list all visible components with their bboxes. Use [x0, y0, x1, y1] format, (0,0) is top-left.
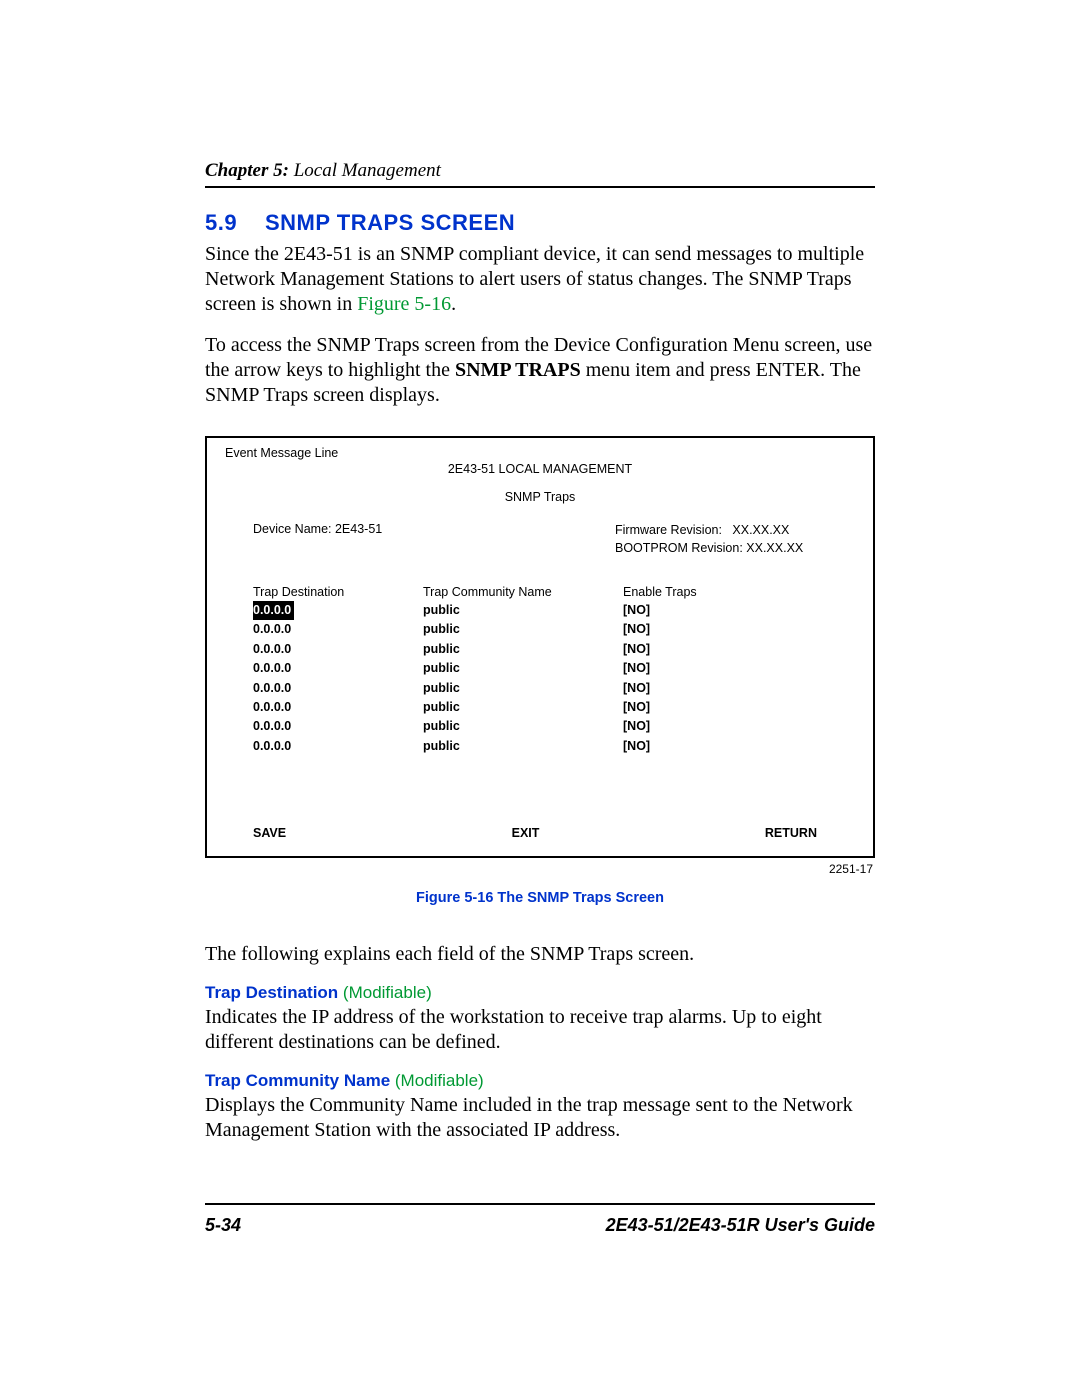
trap-community[interactable]: public [423, 679, 623, 698]
trap-enable[interactable]: [NO] [623, 640, 855, 659]
terminal-screen: Event Message Line 2E43-51 LOCAL MANAGEM… [205, 436, 875, 858]
trap-community[interactable]: public [423, 620, 623, 639]
trap-row: 0.0.0.0public[NO] [225, 679, 855, 698]
trap-destination[interactable]: 0.0.0.0 [253, 717, 423, 736]
col-enable: Enable Traps [623, 585, 855, 599]
trap-community[interactable]: public [423, 659, 623, 678]
col-community: Trap Community Name [423, 585, 623, 599]
trap-enable[interactable]: [NO] [623, 601, 855, 620]
figure-reference: Figure 5-16 [357, 293, 451, 315]
trap-row: 0.0.0.0public[NO] [225, 601, 855, 620]
trap-destination[interactable]: 0.0.0.0 [253, 640, 423, 659]
exit-button[interactable]: EXIT [512, 826, 540, 840]
guide-title: 2E43-51/2E43-51R User's Guide [606, 1215, 875, 1236]
page-number: 5-34 [205, 1215, 241, 1236]
return-button[interactable]: RETURN [765, 826, 817, 840]
trap-enable[interactable]: [NO] [623, 737, 855, 756]
firmware-label: Firmware Revision: [615, 523, 722, 537]
screen-buttons: SAVE EXIT RETURN [225, 826, 855, 840]
trap-row: 0.0.0.0public[NO] [225, 737, 855, 756]
chapter-title: Local Management [289, 160, 441, 181]
device-name: Device Name: 2E43-51 [225, 522, 615, 557]
trap-enable[interactable]: [NO] [623, 620, 855, 639]
save-button[interactable]: SAVE [253, 826, 286, 840]
trap-enable[interactable]: [NO] [623, 698, 855, 717]
trap-destination[interactable]: 0.0.0.0 [253, 698, 423, 717]
paragraph-1: Since the 2E43-51 is an SNMP compliant d… [205, 242, 875, 317]
field-2-heading: Trap Community Name (Modifiable) [205, 1071, 875, 1091]
section-heading: 5.9SNMP TRAPS SCREEN [205, 210, 875, 236]
figure-caption: Figure 5-16 The SNMP Traps Screen [205, 890, 875, 906]
field-2-desc: Displays the Community Name included in … [205, 1093, 875, 1143]
trap-row: 0.0.0.0public[NO] [225, 620, 855, 639]
trap-enable[interactable]: [NO] [623, 679, 855, 698]
page-header: Chapter 5: Local Management [205, 160, 875, 188]
trap-row: 0.0.0.0public[NO] [225, 698, 855, 717]
trap-destination[interactable]: 0.0.0.0 [253, 601, 423, 620]
col-destination: Trap Destination [253, 585, 423, 599]
trap-destination[interactable]: 0.0.0.0 [253, 679, 423, 698]
firmware-value: XX.XX.XX [732, 523, 789, 537]
trap-row: 0.0.0.0public[NO] [225, 640, 855, 659]
paragraph-2: To access the SNMP Traps screen from the… [205, 333, 875, 408]
trap-community[interactable]: public [423, 717, 623, 736]
paragraph-3: The following explains each field of the… [205, 942, 875, 967]
screen-id: 2251-17 [205, 862, 875, 876]
trap-row: 0.0.0.0public[NO] [225, 717, 855, 736]
section-title: SNMP TRAPS SCREEN [265, 210, 515, 235]
trap-community[interactable]: public [423, 737, 623, 756]
trap-enable[interactable]: [NO] [623, 659, 855, 678]
trap-row: 0.0.0.0public[NO] [225, 659, 855, 678]
trap-community[interactable]: public [423, 698, 623, 717]
page-footer: 5-34 2E43-51/2E43-51R User's Guide [205, 1203, 875, 1236]
trap-destination[interactable]: 0.0.0.0 [253, 737, 423, 756]
event-message-line: Event Message Line [225, 446, 855, 460]
trap-table-header: Trap Destination Trap Community Name Ena… [225, 585, 855, 599]
field-1-desc: Indicates the IP address of the workstat… [205, 1005, 875, 1055]
bootprom-revision: BOOTPROM Revision: XX.XX.XX [615, 541, 803, 555]
trap-enable[interactable]: [NO] [623, 717, 855, 736]
trap-destination[interactable]: 0.0.0.0 [253, 620, 423, 639]
trap-destination[interactable]: 0.0.0.0 [253, 659, 423, 678]
chapter-number: Chapter 5: [205, 160, 289, 181]
field-1-heading: Trap Destination (Modifiable) [205, 983, 875, 1003]
trap-community[interactable]: public [423, 601, 623, 620]
screen-title: 2E43-51 LOCAL MANAGEMENT [225, 462, 855, 476]
trap-community[interactable]: public [423, 640, 623, 659]
section-number: 5.9 [205, 210, 265, 236]
screen-subtitle: SNMP Traps [225, 490, 855, 504]
